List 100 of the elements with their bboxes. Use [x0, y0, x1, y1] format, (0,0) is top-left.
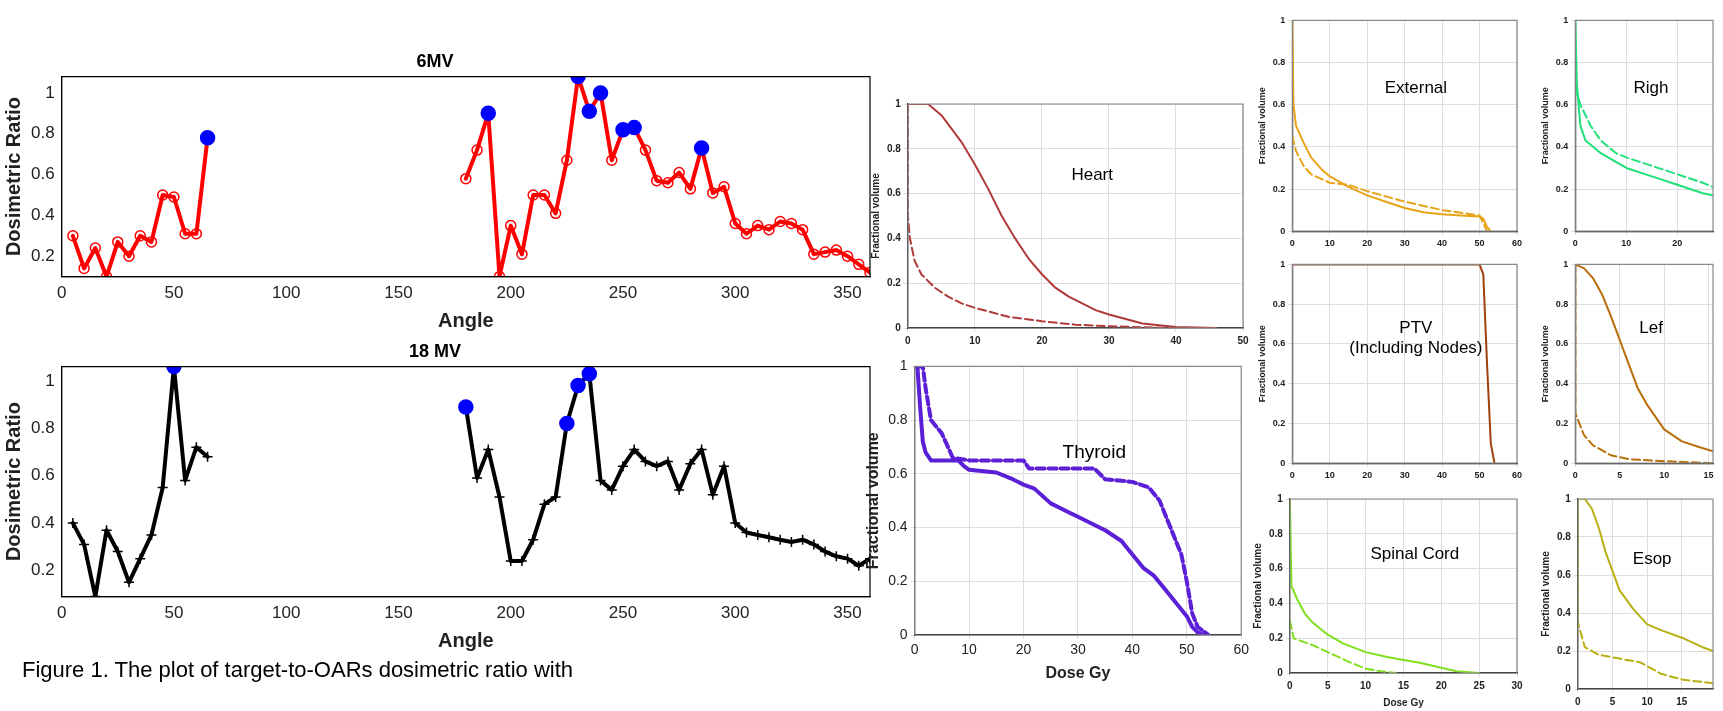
x-tick-label: 10 [1621, 238, 1632, 249]
x-tick-label: 30 [1070, 641, 1086, 658]
y-tick-label: 0.8 [1272, 298, 1286, 309]
y-tick-label: 0 [1280, 457, 1286, 468]
y-tick-label: 1 [895, 97, 902, 109]
x-tick-label: 40 [1124, 641, 1141, 658]
y-axis-title: Fractional volume [1256, 87, 1267, 165]
x-tick-label: 50 [1237, 334, 1249, 346]
x-tick-label: 20 [1036, 334, 1048, 346]
y-axis-title: Fractional volume [1251, 542, 1263, 629]
y-tick-label: 0 [1277, 666, 1284, 678]
x-tick-label: 40 [1437, 470, 1448, 481]
x-tick-label: 60 [1511, 238, 1523, 249]
y-tick-label: 1 [45, 370, 55, 390]
x-axis-title: Angle [438, 308, 494, 331]
x-tick-label: 50 [1474, 238, 1485, 249]
x-tick-label: 15 [1676, 695, 1688, 707]
x-tick-label: 100 [271, 283, 301, 303]
x-tick-label: 10 [969, 334, 981, 346]
y-tick-label: 0.4 [1555, 141, 1569, 152]
annotation: External [1384, 77, 1448, 97]
y-tick-label: 0.8 [887, 142, 902, 154]
x-tick-label: 0 [1289, 238, 1295, 249]
x-tick-label: 15 [1397, 679, 1410, 691]
x-tick-label: 350 [833, 603, 862, 623]
y-tick-label: 0.8 [1269, 527, 1284, 539]
y-tick-label: 0.8 [1555, 298, 1569, 309]
x-tick-label: 150 [384, 603, 413, 623]
x-tick-label: 60 [1233, 641, 1250, 658]
x-tick-label: 0 [1575, 695, 1582, 707]
y-axis-title: Fractional volume [869, 172, 881, 259]
y-tick-label: 0.6 [30, 164, 55, 184]
x-axis-title: Dose Gy [1045, 663, 1111, 681]
x-tick-label: 350 [833, 283, 862, 303]
y-tick-label: 0 [1563, 457, 1569, 468]
y-tick-label: 0.4 [888, 518, 908, 535]
y-tick-label: 0.2 [30, 245, 55, 265]
x-axis-title: Angle [438, 628, 494, 651]
annotation: Esop [1632, 549, 1672, 569]
y-tick-label: 0 [1563, 225, 1569, 236]
y-tick-label: 0.4 [1555, 378, 1569, 389]
y-tick-label: 0.2 [1555, 183, 1569, 194]
y-tick-label: 0.2 [30, 560, 55, 580]
y-tick-label: 1 [1563, 258, 1569, 269]
y-tick-label: 0.6 [887, 187, 902, 199]
y-axis-title: Fractional volume [1539, 550, 1551, 637]
x-tick-label: 10 [1360, 679, 1372, 691]
y-tick-label: 0.2 [1272, 417, 1286, 428]
x-tick-label: 30 [1103, 334, 1115, 346]
y-tick-label: 1 [1277, 492, 1284, 504]
x-tick-label: 20 [1362, 238, 1373, 249]
y-tick-label: 0 [895, 321, 902, 333]
x-tick-label: 250 [608, 283, 638, 303]
y-tick-label: 0.8 [1555, 57, 1569, 68]
y-tick-label: 0.2 [888, 572, 908, 589]
x-tick-label: 0 [1289, 470, 1295, 481]
y-tick-label: 0.6 [1555, 99, 1569, 110]
y-tick-label: 0.4 [30, 512, 55, 532]
caption: Figure 1. The plot of target-to-OARs dosimetric ratio with [22, 657, 575, 683]
y-tick-label: 0.4 [1557, 606, 1572, 618]
y-tick-label: 1 [45, 82, 55, 102]
annotation: Lef [1639, 317, 1664, 337]
y-axis-title: Fractional volume [1539, 87, 1550, 165]
y-tick-label: 0.8 [30, 123, 55, 143]
y-tick-label: 1 [899, 357, 908, 374]
y-tick-label: 0.4 [1272, 378, 1286, 389]
x-tick-label: 25 [1473, 679, 1486, 691]
x-tick-label: 50 [164, 283, 184, 303]
y-tick-label: 0.6 [1272, 338, 1286, 349]
y-tick-label: 0.6 [1272, 99, 1286, 110]
x-tick-label: 30 [1399, 238, 1410, 249]
x-tick-label: 20 [1672, 238, 1683, 249]
y-tick-label: 0.2 [1272, 183, 1286, 194]
x-tick-label: 5 [1324, 679, 1331, 691]
x-tick-label: 150 [384, 283, 413, 303]
x-tick-label: 0 [910, 641, 919, 658]
y-tick-label: 0.8 [30, 417, 55, 437]
x-tick-label: 10 [1659, 470, 1670, 481]
x-tick-label: 100 [271, 603, 301, 623]
x-tick-label: 300 [721, 283, 750, 303]
x-tick-label: 5 [1617, 470, 1623, 481]
y-tick-label: 0 [1280, 225, 1286, 236]
annotation: Thyroid [1062, 440, 1126, 462]
x-tick-label: 200 [496, 283, 525, 303]
x-tick-label: 5 [1609, 695, 1616, 707]
y-tick-label: 1 [1565, 492, 1572, 504]
x-tick-label: 50 [1474, 470, 1485, 481]
x-tick-label: 50 [164, 603, 184, 623]
y-tick-label: 1 [1280, 258, 1286, 269]
y-tick-label: 0.2 [887, 276, 902, 288]
annotation: Heart [1071, 165, 1114, 185]
x-tick-label: 20 [1015, 641, 1032, 658]
y-tick-label: 0.6 [30, 465, 55, 485]
y-tick-label: 0.8 [1557, 530, 1572, 542]
x-tick-label: 60 [1511, 470, 1523, 481]
x-tick-label: 20 [1435, 679, 1448, 691]
x-tick-label: 20 [1362, 470, 1373, 481]
y-axis-title: Fractional volume [864, 432, 882, 570]
y-tick-label: 0.4 [30, 205, 55, 225]
y-tick-label: 0.8 [1272, 57, 1286, 68]
